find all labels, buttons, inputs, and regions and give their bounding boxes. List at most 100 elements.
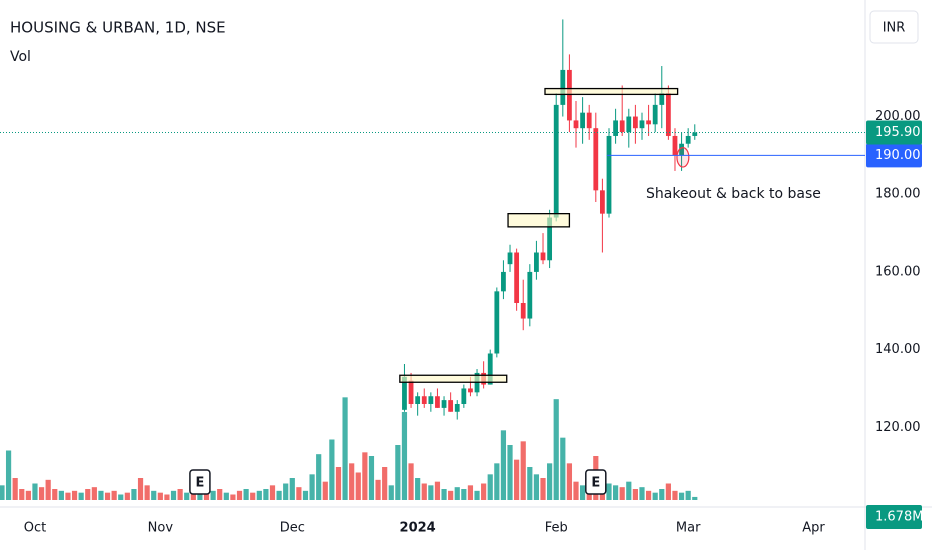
volume-bar xyxy=(230,494,236,500)
candle-body xyxy=(408,380,414,404)
volume-bar xyxy=(177,489,183,500)
candle-body xyxy=(665,93,671,136)
volume-bar xyxy=(395,445,401,500)
volume-bar xyxy=(65,492,71,500)
volume-bar xyxy=(665,483,671,500)
earnings-label: E xyxy=(591,476,600,491)
y-tick-label: 140.00 xyxy=(875,342,921,357)
volume-bar xyxy=(540,478,546,500)
volume-bar xyxy=(652,492,658,500)
candle-body xyxy=(534,252,539,272)
candle-body xyxy=(672,135,678,156)
volume-bar xyxy=(626,481,632,500)
volume-bar xyxy=(98,490,104,500)
x-tick-label: Nov xyxy=(148,521,174,536)
volume-bar xyxy=(71,490,78,500)
volume-bar xyxy=(467,485,474,500)
chart-title: HOUSING & URBAN, 1D, NSE xyxy=(10,19,226,37)
volume-bar xyxy=(263,489,269,500)
candle-body xyxy=(507,252,513,265)
volume-bar xyxy=(507,445,513,500)
volume-bar xyxy=(494,463,500,500)
candle-body xyxy=(454,404,460,412)
volume-label-box xyxy=(866,505,922,529)
candle-body xyxy=(685,135,691,144)
candle-body xyxy=(415,396,421,404)
volume-bar xyxy=(547,463,553,500)
x-tick-label: Oct xyxy=(24,521,46,536)
candle-body xyxy=(573,120,579,129)
candle-body xyxy=(428,396,434,404)
volume-bar xyxy=(408,463,414,500)
price-box xyxy=(507,213,571,228)
volume-bar xyxy=(553,399,559,500)
x-tick-label: Dec xyxy=(280,521,305,536)
volume-bar xyxy=(355,472,361,500)
volume-bar xyxy=(632,489,638,500)
volume-bar xyxy=(474,490,480,500)
volume-bar xyxy=(566,463,573,500)
candle-body xyxy=(494,291,500,354)
volume-bar xyxy=(448,490,454,500)
volume-bar xyxy=(500,430,507,500)
volume-bar xyxy=(606,483,612,500)
volume-bar xyxy=(322,481,328,500)
volume-bar xyxy=(316,454,322,500)
volume-bar xyxy=(170,490,177,500)
volume-bar xyxy=(157,492,163,500)
candle-body xyxy=(448,400,454,412)
candle-body xyxy=(514,252,520,303)
volume-bar xyxy=(415,478,421,500)
volume-bar xyxy=(250,492,256,500)
x-tick-label: Feb xyxy=(545,521,568,536)
volume-bar xyxy=(612,485,619,500)
candle-body xyxy=(619,120,625,133)
volume-bar xyxy=(38,487,45,500)
candle-body xyxy=(553,104,559,218)
volume-bar xyxy=(269,485,276,500)
currency-box[interactable] xyxy=(869,10,919,44)
candle-body xyxy=(639,120,645,129)
volume-bar xyxy=(32,483,38,500)
candle-body xyxy=(501,271,506,292)
volume-bar xyxy=(111,490,117,500)
currency[interactable]: INR xyxy=(883,21,906,36)
volume-bar xyxy=(217,489,223,500)
volume-bar xyxy=(382,467,388,500)
volume-bar xyxy=(302,490,309,500)
volume-bar xyxy=(685,490,691,500)
volume-bar xyxy=(5,450,12,500)
candle-body xyxy=(421,396,427,404)
y-tick-label: 120.00 xyxy=(875,420,921,435)
volume-bar xyxy=(434,481,441,500)
level-label: 190.00 xyxy=(875,148,921,163)
volume-label: 1.678M xyxy=(875,510,923,525)
volume-bar xyxy=(91,487,97,500)
volume-bar xyxy=(276,490,282,500)
volume-bar xyxy=(645,490,652,500)
candle-body xyxy=(692,132,698,136)
volume-bar xyxy=(151,490,157,500)
candle-body xyxy=(441,400,447,408)
candle-body xyxy=(659,93,665,105)
volume-bar xyxy=(52,489,58,500)
x-tick-label: 2024 xyxy=(400,521,436,536)
candle-body xyxy=(567,69,572,121)
volume-bar xyxy=(309,474,315,500)
volume-bar xyxy=(441,489,447,500)
earnings-marker xyxy=(585,469,607,495)
candle-body xyxy=(599,190,605,214)
volume-bar xyxy=(289,478,295,500)
price-box xyxy=(544,87,679,96)
candle-body xyxy=(626,116,632,133)
x-tick-label: Mar xyxy=(676,521,701,536)
candle-body xyxy=(632,116,638,129)
volume-bar xyxy=(0,485,5,500)
volume-bar xyxy=(236,490,243,500)
annotation: Shakeout & back to base xyxy=(646,186,821,202)
y-tick-label: 160.00 xyxy=(875,264,921,279)
volume-bar xyxy=(296,487,302,500)
highlight-ellipse xyxy=(676,147,690,168)
